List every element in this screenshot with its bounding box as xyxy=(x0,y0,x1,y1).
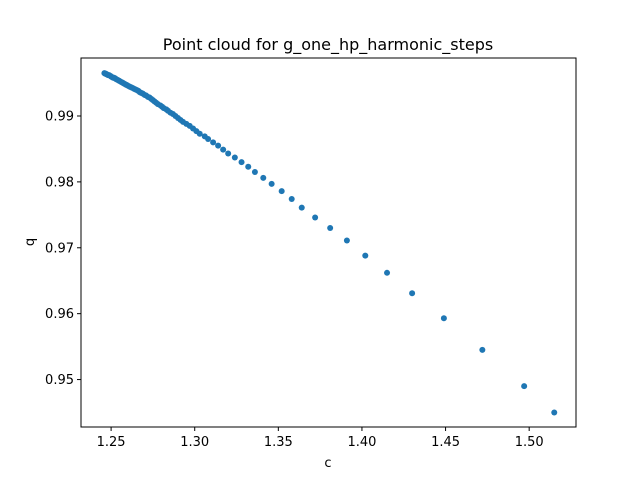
data-point xyxy=(288,196,295,203)
data-points xyxy=(101,70,558,416)
data-point xyxy=(479,346,486,353)
x-tick-label: 1.45 xyxy=(431,435,460,450)
data-point xyxy=(260,174,267,181)
data-point xyxy=(298,204,305,211)
data-point xyxy=(231,154,238,161)
data-point xyxy=(327,225,334,231)
data-point xyxy=(101,70,108,77)
x-axis-label: c xyxy=(324,456,331,471)
y-axis-label: q xyxy=(23,238,38,246)
y-tick-label: 0.97 xyxy=(45,241,74,256)
data-point xyxy=(312,214,319,221)
data-point xyxy=(225,150,232,157)
data-point xyxy=(409,290,416,297)
x-axis: 1.25 1.30 1.35 1.40 1.45 1.50 xyxy=(97,427,544,450)
x-tick-label: 1.25 xyxy=(97,435,126,450)
data-point xyxy=(551,409,558,416)
y-tick-label: 0.96 xyxy=(45,307,74,322)
data-point xyxy=(278,188,285,195)
data-point xyxy=(210,139,217,146)
data-point xyxy=(220,146,227,153)
chart-title: Point cloud for g_one_hp_harmonic_steps xyxy=(163,35,493,55)
y-tick-label: 0.99 xyxy=(45,109,74,124)
x-tick-label: 1.40 xyxy=(347,435,376,450)
plot-area-frame xyxy=(80,57,577,428)
y-tick-label: 0.95 xyxy=(45,373,74,388)
data-point xyxy=(362,252,369,259)
y-tick-label: 0.98 xyxy=(45,175,74,190)
data-point xyxy=(440,315,447,322)
x-tick-label: 1.35 xyxy=(264,435,293,450)
y-axis: 0.95 0.96 0.97 0.98 0.99 xyxy=(45,109,81,388)
data-point xyxy=(201,133,208,140)
data-point xyxy=(215,142,222,149)
data-point xyxy=(251,168,258,175)
data-point xyxy=(268,180,275,187)
data-point xyxy=(238,159,245,166)
x-tick-label: 1.30 xyxy=(180,435,209,450)
data-point xyxy=(384,269,391,276)
data-point xyxy=(343,237,350,244)
data-point xyxy=(521,383,528,390)
data-point xyxy=(245,163,252,170)
x-tick-label: 1.50 xyxy=(515,435,544,450)
